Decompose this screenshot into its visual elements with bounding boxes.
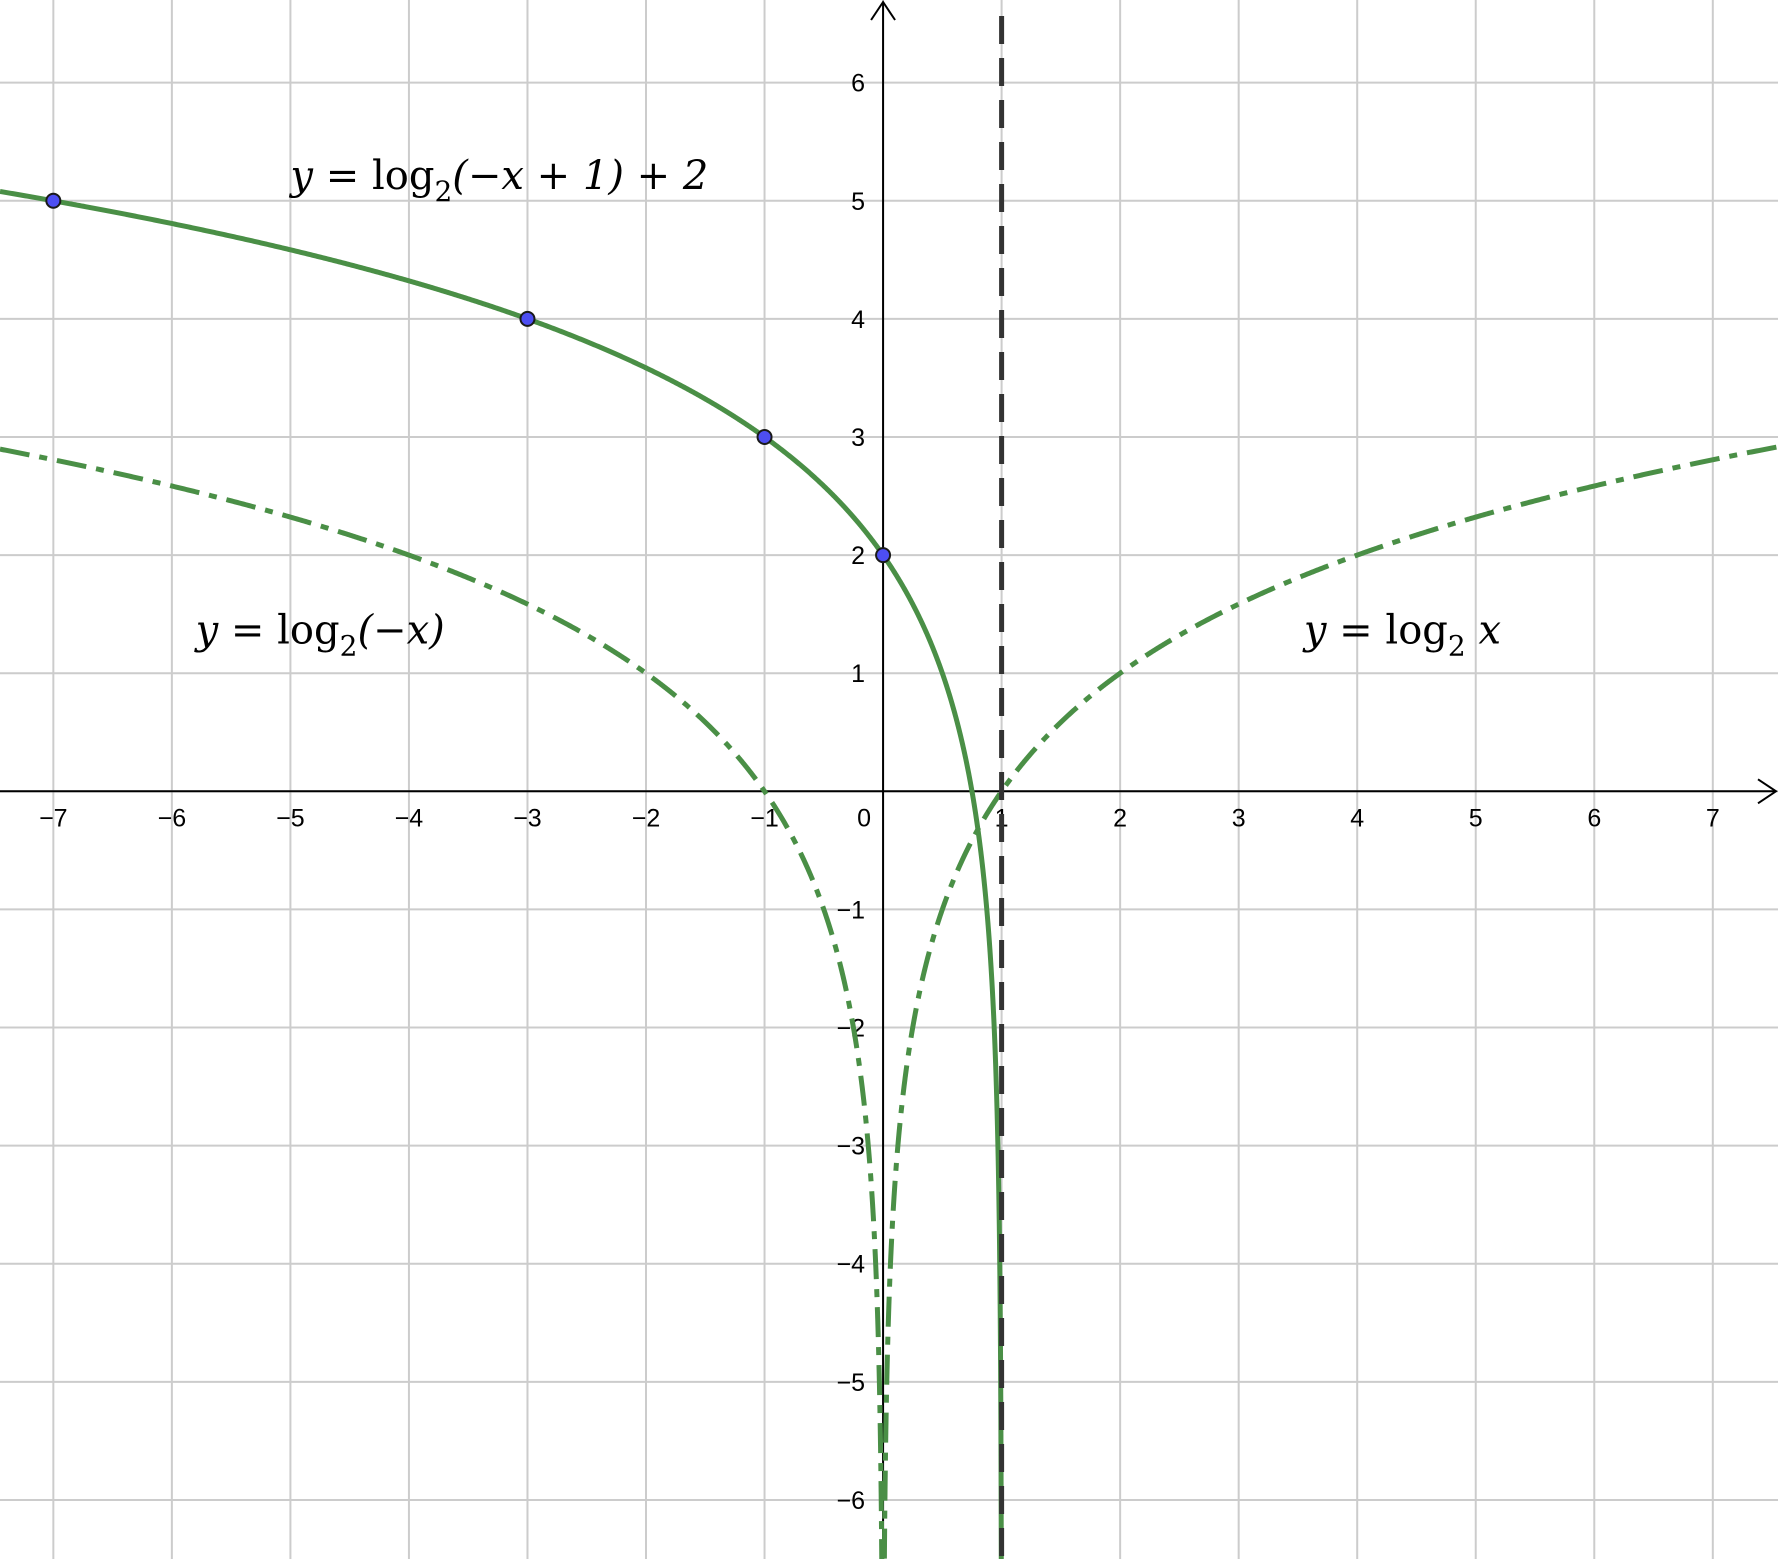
x-axis-arrow [1757,778,1778,805]
data-point [875,547,892,564]
data-point [756,428,773,445]
equation-labels: y = log2(−x + 1) + 2 y = log2(−x) y = log2… [194,153,1501,663]
y-tick-label: −4 [837,1251,866,1279]
equation-label-2: y = log2 x [1302,608,1501,663]
y-tick-label: −6 [837,1487,866,1515]
curves [0,188,1778,1559]
y-tick-label: −1 [837,896,866,924]
points [45,192,892,564]
y-tick-label: 5 [851,188,865,216]
x-tick-label: −4 [395,804,424,832]
x-tick-label: −3 [513,804,542,832]
y-tick-label: 4 [851,306,865,334]
x-tick-label: 0 [857,804,871,832]
x-tick-label: −5 [276,804,305,832]
equation-label-1: y = log2(−x) [194,608,445,663]
y-tick-label: 2 [851,542,865,570]
x-tick-label: 6 [1587,804,1601,832]
series-curve-2 [881,444,1778,1559]
y-tick-label: −3 [837,1133,866,1161]
series-curve-1 [0,446,885,1559]
x-tick-label: −6 [158,804,187,832]
x-tick-label: −2 [632,804,661,832]
y-tick-label: 3 [851,424,865,452]
x-tick-label: −7 [39,804,68,832]
x-tick-label: 5 [1469,804,1483,832]
series-curve-0 [0,188,1004,1559]
x-tick-label: 4 [1350,804,1364,832]
y-tick-label: −5 [837,1369,866,1397]
x-tick-label: 2 [1113,804,1127,832]
y-tick-label: 6 [851,70,865,98]
x-tick-label: 3 [1232,804,1246,832]
y-axis-arrow [870,0,896,21]
x-tick-label: 7 [1706,804,1720,832]
data-point [45,192,62,209]
data-point [519,310,536,327]
y-tick-label: 1 [851,660,865,688]
equation-label-0: y = log2(−x + 1) + 2 [288,153,708,208]
